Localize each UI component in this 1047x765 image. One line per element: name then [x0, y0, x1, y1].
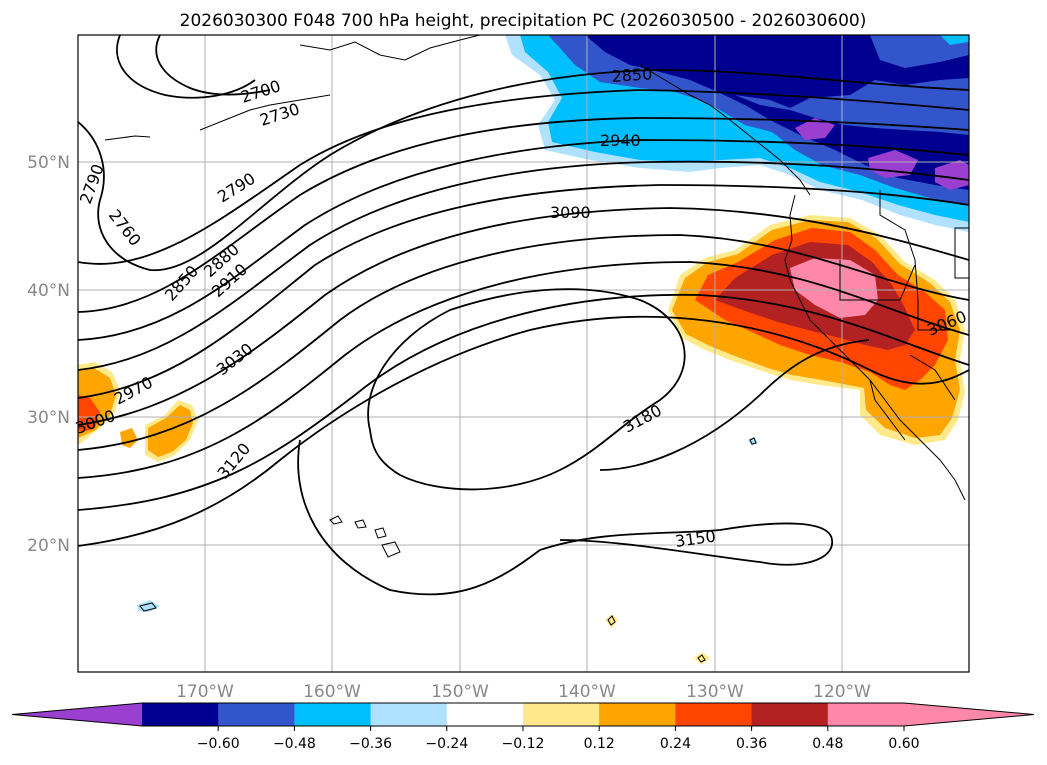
- colorbar-tick-label: 0.24: [660, 736, 691, 752]
- colorbar-extend-min: [12, 703, 142, 726]
- lat-label-50n: 50°N: [27, 153, 70, 173]
- lon-label-140w: 140°W: [558, 682, 616, 702]
- colorbar-tick-label: −0.24: [425, 736, 468, 752]
- colorbar-tick-label: −0.48: [273, 736, 316, 752]
- lon-label-130w: 130°W: [686, 682, 744, 702]
- colorbar-outline: [11, 702, 1035, 727]
- lon-label-150w: 150°W: [431, 682, 489, 702]
- contour-label-2850-east: 2850: [611, 64, 653, 86]
- latitude-labels: 50°N 40°N 30°N 20°N: [27, 153, 70, 556]
- colorbar-segment: [523, 703, 600, 726]
- colorbar-segment: [370, 703, 448, 726]
- coastlines: [104, 35, 969, 663]
- lat-label-30n: 30°N: [27, 408, 70, 428]
- colorbar-tick-label: 0.60: [888, 736, 919, 752]
- lon-label-160w: 160°W: [303, 682, 361, 702]
- colorbar-segment: [218, 703, 295, 726]
- lon-label-170w: 170°W: [176, 682, 234, 702]
- longitude-labels: 170°W 160°W 150°W 140°W 130°W 120°W: [176, 682, 871, 702]
- height-contours: [78, 35, 969, 596]
- colorbar-tick-label: −0.60: [197, 736, 240, 752]
- map-area: [78, 35, 969, 672]
- lat-label-40n: 40°N: [27, 281, 70, 301]
- colorbar-segment: [142, 703, 219, 726]
- colorbar-tick-label: −0.36: [349, 736, 392, 752]
- colorbar-tick-label: −0.12: [502, 736, 545, 752]
- colorbar-extend-max: [904, 703, 1034, 726]
- colorbar-tick-label: 0.48: [812, 736, 843, 752]
- map-frame: [77, 34, 970, 673]
- figure-title: 2026030300 F048 700 hPa height, precipit…: [180, 11, 867, 31]
- contour-label-3090: 3090: [550, 203, 591, 222]
- colorbar-segment: [827, 703, 905, 726]
- colorbar-tick-label: 0.36: [736, 736, 767, 752]
- colorbar-segment: [599, 703, 676, 726]
- positive-anomaly-shading: [78, 215, 965, 665]
- contour-label-2940: 2940: [600, 131, 641, 150]
- lon-label-120w: 120°W: [813, 682, 871, 702]
- colorbar: −0.60 −0.48 −0.36 −0.24 −0.12 0.12 0.24 0.36 0.4…: [11, 702, 1035, 752]
- colorbar-segment: [751, 703, 829, 726]
- colorbar-segment: [675, 703, 753, 726]
- colorbar-tick-label: 0.12: [584, 736, 615, 752]
- lat-label-20n: 20°N: [27, 536, 70, 556]
- colorbar-segment: [446, 703, 524, 726]
- colorbar-segment: [294, 703, 372, 726]
